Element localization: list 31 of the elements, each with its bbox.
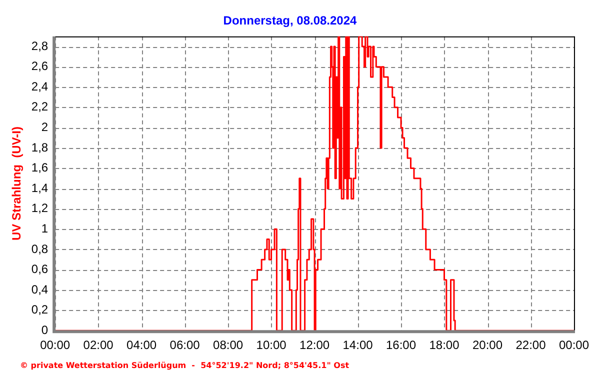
x-tick-label: 12:00 <box>300 338 330 352</box>
y-tick-label: 2,6 <box>31 59 48 74</box>
chart-title: Donnerstag, 08.08.2024 <box>223 14 358 28</box>
y-tick-label: 2 <box>41 120 48 134</box>
x-tick-label: 04:00 <box>126 338 157 352</box>
y-tick-label: 2,2 <box>31 100 48 114</box>
x-tick-label: 08:00 <box>213 338 244 352</box>
y-tick-label: 1,4 <box>31 180 48 195</box>
x-tick-label: 20:00 <box>472 338 503 352</box>
x-tick-label: 22:00 <box>516 338 546 352</box>
x-tick-label: 00:00 <box>40 338 70 352</box>
y-tick-label: 2,4 <box>31 79 48 94</box>
x-tick-label: 00:00 <box>558 338 590 352</box>
y-tick-label: 1,8 <box>31 140 48 154</box>
y-tick-label: 2,8 <box>31 38 48 53</box>
x-tick-label: 10:00 <box>256 338 287 352</box>
y-tick-label: 0,4 <box>31 282 48 296</box>
text: © private Wetterstation Süderlügum - 54°52'19.2" Nord; 8°54'45.1" Ost <box>20 361 350 370</box>
x-tick-label: 18:00 <box>429 338 460 352</box>
x-tick-label: 06:00 <box>170 338 200 352</box>
y-tick-label: 0,6 <box>31 262 48 276</box>
y-tick-label: 0,2 <box>31 302 48 317</box>
y-tick-label: 0 <box>41 322 48 337</box>
x-tick-label: 16:00 <box>386 338 416 352</box>
y-axis-title: UV Strahlung (UV-I) <box>10 126 24 240</box>
x-tick-label: 02:00 <box>83 338 114 352</box>
y-tick-label: 1,6 <box>31 160 48 175</box>
y-tick-label: 1,2 <box>31 201 48 216</box>
y-tick-label: 1 <box>41 221 48 236</box>
x-tick-label: 14:00 <box>342 338 374 352</box>
y-tick-label: 0,8 <box>31 242 48 256</box>
